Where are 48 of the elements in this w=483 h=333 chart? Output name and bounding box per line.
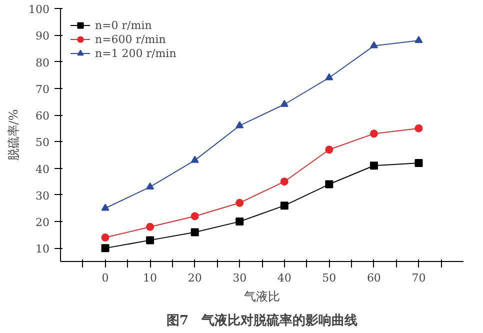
point <box>146 222 154 231</box>
y-tick-label: 80 <box>36 56 50 70</box>
y-tick-label: 90 <box>36 30 50 43</box>
point <box>236 218 244 226</box>
y-tick-label: 10 <box>36 242 50 256</box>
point <box>414 36 423 43</box>
legend-label: n=1 200 r/min <box>95 46 176 60</box>
legend-label: n=600 r/min <box>95 32 166 46</box>
point <box>101 244 110 252</box>
y-tick-label: 50 <box>36 136 50 150</box>
y-tick-label: 70 <box>36 82 50 96</box>
point <box>370 130 378 138</box>
x-tick-label: 10 <box>143 272 158 284</box>
x-tick-label: 30 <box>232 272 247 284</box>
point <box>370 162 378 170</box>
point <box>414 158 423 167</box>
point <box>370 41 378 48</box>
point <box>236 198 244 207</box>
point <box>236 121 244 128</box>
point <box>414 124 423 132</box>
legend-label: n=0 r/min <box>95 18 152 32</box>
point <box>280 100 288 107</box>
point <box>190 156 199 163</box>
point <box>280 202 288 210</box>
x-tick-label: 20 <box>188 272 202 284</box>
x-tick-label: 40 <box>277 272 292 284</box>
point <box>190 212 199 220</box>
x-axis-title: 气液比 <box>244 290 280 304</box>
point <box>101 234 110 242</box>
y-tick-label: 30 <box>36 189 50 202</box>
point <box>325 180 334 188</box>
point <box>146 236 154 244</box>
point <box>325 146 334 154</box>
point <box>101 204 110 211</box>
point <box>146 182 154 190</box>
x-tick-label: 60 <box>366 272 381 284</box>
point <box>190 228 199 236</box>
y-axis-title: 脱硫率/% <box>6 109 21 161</box>
y-tick-label: 40 <box>36 162 50 176</box>
point <box>325 73 334 80</box>
y-tick-label: 60 <box>36 110 50 123</box>
point <box>280 178 288 186</box>
x-tick-label: 50 <box>322 272 336 284</box>
x-tick-label: 70 <box>412 272 426 284</box>
x-tick-label: 0 <box>102 272 109 284</box>
y-tick-label: 20 <box>36 216 50 230</box>
caption: 图7 气液比对脱硫率的影响曲线 <box>166 312 358 328</box>
y-tick-label: 100 <box>28 3 50 16</box>
